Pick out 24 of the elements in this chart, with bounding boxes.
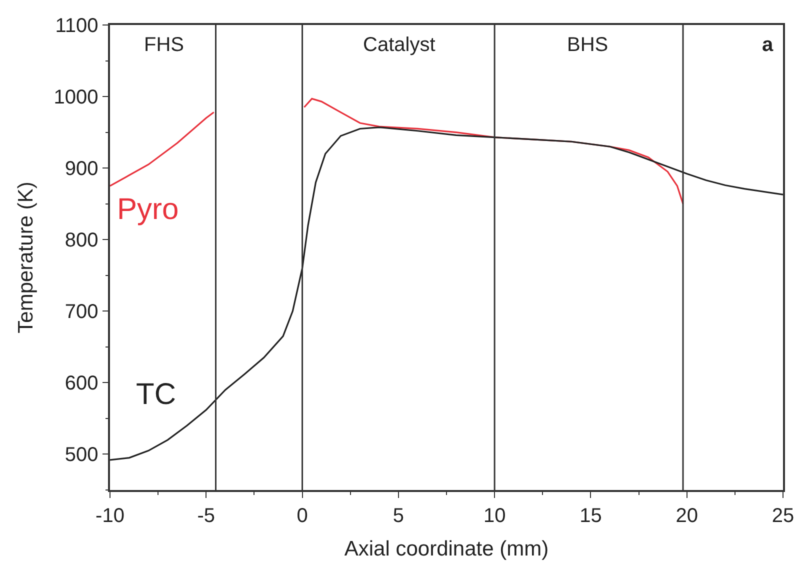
y-axis-title: Temperature (K) — [14, 182, 38, 334]
x-tick-label: -5 — [197, 504, 216, 527]
y-tick-label: 800 — [64, 230, 98, 252]
y-tick-label: 900 — [64, 158, 98, 180]
x-tick-label: 20 — [676, 504, 698, 527]
x-tick-label: 5 — [392, 504, 404, 527]
x-tick-label: -10 — [96, 504, 124, 527]
series-label: TC — [136, 378, 176, 411]
y-tick-label: 600 — [64, 372, 98, 395]
annotation: FHS — [144, 34, 184, 56]
y-tick-label: 500 — [64, 444, 98, 466]
series-label: Pyro — [117, 193, 179, 226]
annotation: a — [762, 34, 774, 56]
x-axis-title: Axial coordinate (mm) — [344, 537, 549, 560]
x-tick-label: 15 — [580, 504, 602, 527]
y-tick-label: 700 — [64, 301, 98, 324]
line-series — [110, 126, 783, 461]
x-tick-label: 25 — [772, 504, 794, 527]
annotation: BHS — [567, 34, 608, 56]
y-tick-label: 1100 — [55, 15, 98, 37]
annotation: Catalyst — [363, 34, 436, 56]
x-tick-label: 10 — [483, 504, 506, 527]
y-tick-label: 1000 — [54, 86, 98, 109]
x-tick-label: 0 — [296, 504, 308, 527]
